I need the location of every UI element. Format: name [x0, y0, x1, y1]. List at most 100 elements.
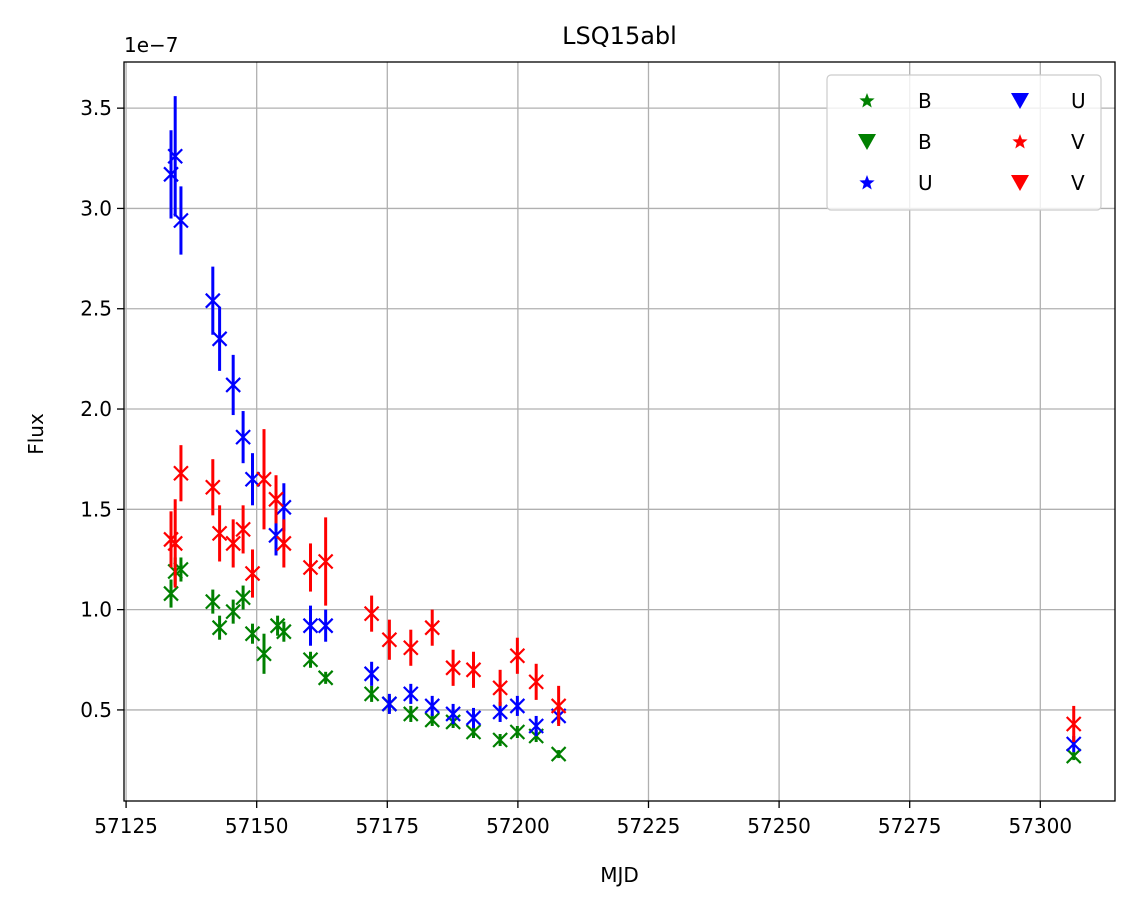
point-marker: [167, 535, 183, 552]
point-marker: [403, 639, 419, 656]
point-marker: [363, 666, 380, 682]
point-marker: [424, 619, 440, 636]
legend-label: V: [1071, 171, 1085, 195]
point-marker: [317, 670, 334, 686]
point-marker: [302, 559, 319, 576]
point-marker: [509, 724, 526, 740]
data-point: [256, 429, 272, 530]
point-marker: [445, 706, 461, 722]
point-marker: [173, 465, 189, 482]
data-point: [205, 266, 221, 335]
data-point: [465, 707, 482, 728]
point-marker: [211, 331, 228, 347]
legend-entry: B: [858, 130, 932, 154]
point-marker: [509, 647, 526, 664]
data-point: [492, 732, 508, 748]
point-marker: [317, 617, 334, 634]
legend-label: U: [1071, 89, 1086, 113]
y-tick-label: 0.5: [80, 698, 112, 722]
chart-title: LSQ15abl: [562, 22, 677, 50]
y-tick-label: 2.0: [80, 397, 112, 421]
data-point: [167, 96, 183, 217]
data-point: [256, 633, 272, 674]
data-point: [1065, 748, 1082, 764]
legend-entry: V: [1012, 130, 1085, 154]
point-marker: [528, 674, 544, 690]
plot-frame: [123, 61, 1116, 802]
point-marker: [363, 686, 380, 702]
data-point: [465, 724, 482, 740]
point-marker: [465, 662, 482, 678]
data-point: [211, 306, 228, 371]
data-point: [317, 609, 334, 642]
data-point: [1065, 705, 1082, 743]
star-marker-icon: [1012, 134, 1028, 149]
data-point: [205, 459, 221, 516]
data-point: [211, 615, 228, 640]
x-tick-label: 57200: [486, 814, 550, 838]
data-point: [173, 186, 189, 255]
point-marker: [211, 619, 228, 636]
x-ticks: 57125 57150 57175 57200 57225 57250 57275 57300: [94, 801, 1072, 838]
point-marker: [173, 212, 189, 229]
point-marker: [235, 589, 251, 606]
point-marker: [381, 631, 398, 648]
point-marker: [424, 712, 440, 728]
point-marker: [528, 718, 544, 734]
data-point: [492, 669, 508, 706]
data-point: [363, 685, 380, 702]
point-marker: [445, 660, 461, 676]
series-v: [163, 429, 1082, 743]
data-point: [225, 354, 241, 416]
legend-label: V: [1071, 130, 1085, 154]
point-marker: [403, 706, 419, 722]
data-point: [173, 445, 189, 502]
point-marker: [492, 680, 508, 696]
data-point: [509, 724, 526, 740]
y-tick-label: 2.5: [80, 297, 112, 321]
point-marker: [317, 553, 334, 570]
triangle-down-marker-icon: [1011, 93, 1029, 109]
data-point: [509, 637, 526, 674]
data-point: [424, 609, 440, 646]
point-marker: [424, 698, 440, 714]
data-point: [276, 519, 292, 568]
x-tick-label: 57225: [617, 814, 681, 838]
data-point: [211, 505, 228, 562]
point-marker: [465, 724, 482, 740]
data-point: [363, 661, 380, 686]
x-tick-label: 57250: [747, 814, 811, 838]
series-layer: [163, 96, 1082, 764]
series-b: [163, 557, 1082, 764]
point-marker: [163, 585, 179, 602]
legend-label: B: [918, 130, 932, 154]
legend-entry: U: [1011, 89, 1086, 113]
point-marker: [205, 292, 221, 309]
data-point: [302, 543, 319, 592]
x-tick-label: 57300: [1008, 814, 1072, 838]
data-point: [302, 651, 319, 668]
point-marker: [256, 471, 272, 488]
point-marker: [1065, 736, 1082, 752]
data-point: [424, 695, 440, 716]
data-point: [302, 605, 319, 646]
legend-box: [826, 74, 1102, 211]
point-marker: [302, 652, 319, 668]
x-tick-label: 57175: [355, 814, 419, 838]
star-marker-icon: [859, 93, 875, 108]
data-point: [509, 695, 526, 716]
data-point: [550, 746, 567, 762]
data-point: [445, 703, 461, 724]
data-point: [235, 585, 251, 610]
data-point: [244, 549, 261, 598]
x-tick-label: 57275: [878, 814, 942, 838]
point-marker: [205, 593, 221, 610]
data-point: [225, 519, 241, 568]
legend-entry: B: [859, 89, 932, 113]
legend-entry: V: [1011, 171, 1085, 195]
triangle-down-marker-icon: [858, 134, 876, 150]
data-point: [403, 683, 419, 704]
point-marker: [167, 148, 183, 165]
data-point: [244, 453, 261, 506]
legend-label: B: [918, 89, 932, 113]
